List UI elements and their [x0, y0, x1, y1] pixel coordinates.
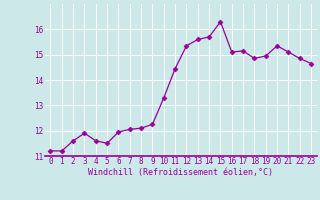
X-axis label: Windchill (Refroidissement éolien,°C): Windchill (Refroidissement éolien,°C)	[88, 168, 273, 177]
